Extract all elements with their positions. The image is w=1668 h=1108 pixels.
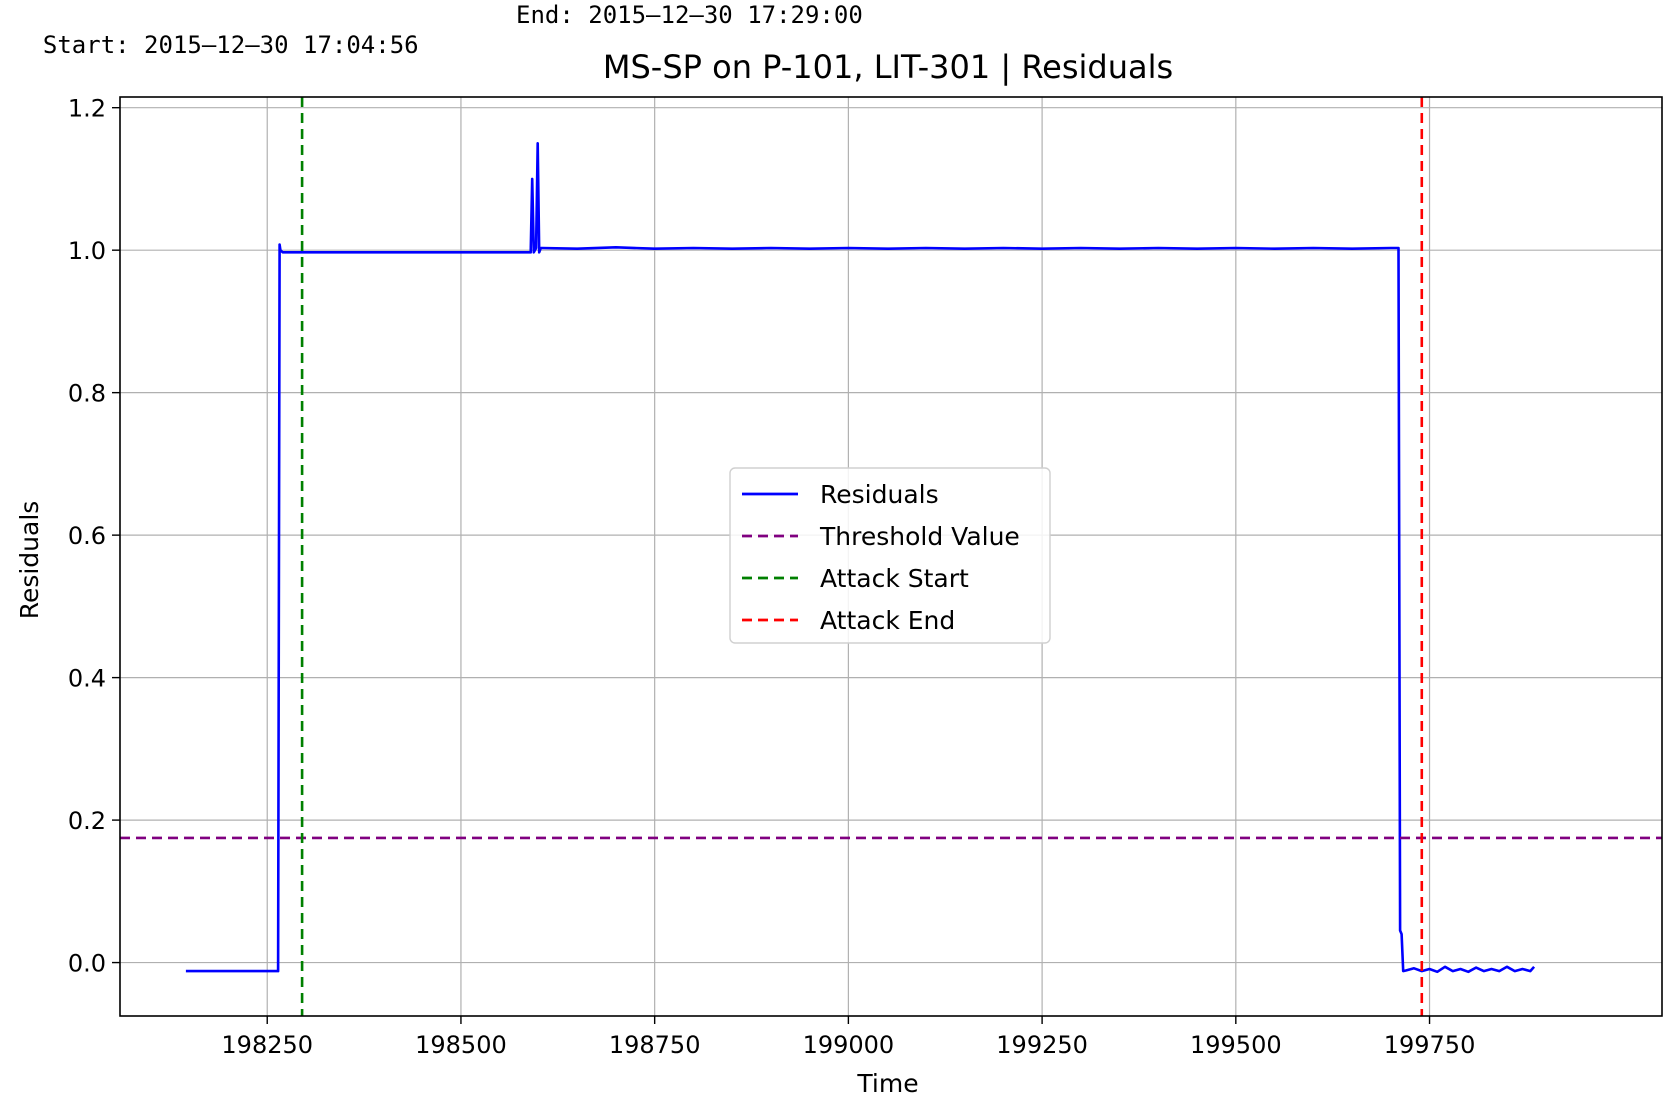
x-tick-label: 199500 <box>1190 1031 1282 1059</box>
end-timestamp: End: 2015–12–30 17:29:00 <box>516 1 863 29</box>
legend-label: Attack Start <box>820 564 969 593</box>
x-tick-label: 198750 <box>609 1031 701 1059</box>
legend-box <box>729 467 1051 644</box>
x-tick-label: 198250 <box>221 1031 313 1059</box>
y-tick-label: 0.8 <box>68 380 106 408</box>
start-timestamp: Start: 2015–12–30 17:04:56 <box>42 31 419 59</box>
legend-label: Threshold Value <box>819 522 1020 551</box>
x-axis-title: Time <box>856 1069 918 1098</box>
residuals-series-line <box>185 142 1536 974</box>
time-range-header: Start: 2015–12–30 17:04:56 End: 2015–12–… <box>14 0 863 59</box>
plot-frame <box>119 96 1663 1017</box>
y-tick-label: 1.0 <box>68 237 106 265</box>
x-tick-label: 199750 <box>1384 1031 1476 1059</box>
y-tick-label: 0.2 <box>68 807 106 835</box>
chart-title: MS-SP on P-101, LIT-301 | Residuals <box>603 48 1173 86</box>
y-tick-label: 0.6 <box>68 522 106 550</box>
x-tick-label: 198500 <box>415 1031 507 1059</box>
x-tick-label: 199250 <box>996 1031 1088 1059</box>
x-tick-label: 199000 <box>803 1031 895 1059</box>
y-axis-title: Residuals <box>15 501 44 620</box>
legend: Residuals Threshold Value Attack Start Atta… <box>729 467 1051 644</box>
grid <box>120 97 1662 1016</box>
legend-label: Attack End <box>820 606 955 635</box>
axis-ticks: 198250 198500 198750 199000 199250 199500 1997… <box>68 95 1476 1059</box>
y-tick-label: 0.4 <box>68 665 106 693</box>
series-layer <box>120 97 1662 1016</box>
y-tick-label: 1.2 <box>68 95 106 123</box>
y-tick-label: 0.0 <box>68 950 106 978</box>
legend-label: Residuals <box>820 480 939 509</box>
